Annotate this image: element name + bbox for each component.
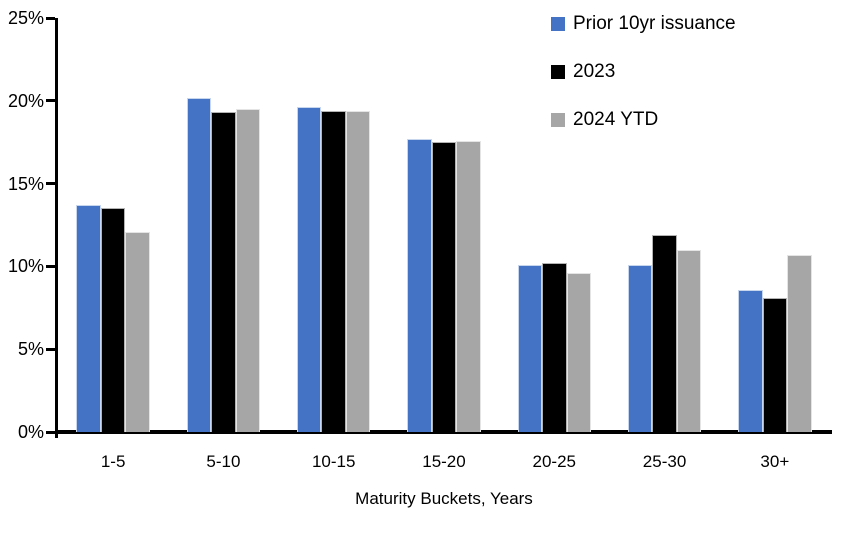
y-axis-line: [55, 18, 58, 438]
x-axis-line: [55, 430, 832, 434]
bar-2023-15-20: [431, 142, 457, 432]
bar-2024-ytd-5-10: [235, 109, 261, 432]
bar-2024-ytd-20-25: [566, 273, 592, 432]
bar-2024-ytd-1-5: [125, 231, 150, 432]
y-tick-mark: [46, 347, 55, 351]
bar-group-5-10: [168, 18, 278, 432]
bar-group-1-5: [58, 18, 168, 432]
bars-container: [58, 18, 830, 432]
legend-swatch-icon: [551, 112, 565, 127]
y-tick-label: 20%: [7, 90, 44, 111]
legend-item-prior-10yr-issuance: Prior 10yr issuance: [551, 12, 736, 35]
bar-2024-ytd-15-20: [456, 140, 481, 432]
x-axis-title: Maturity Buckets, Years: [355, 489, 533, 508]
bar-prior-10yr-issuance-15-20: [407, 138, 432, 432]
y-tick-mark: [46, 264, 55, 268]
bar-group-25-30: [609, 18, 719, 432]
bar-prior-10yr-issuance-10-15: [296, 107, 322, 432]
bar-2023-25-30: [652, 234, 677, 432]
legend-item-2023: 2023: [551, 60, 736, 83]
bar-2024-ytd-25-30: [676, 249, 702, 432]
bar-prior-10yr-issuance-25-30: [627, 264, 653, 432]
legend-label: 2023: [573, 60, 616, 82]
y-axis-labels: 0% 5% 10% 15% 20% 25%: [0, 9, 44, 441]
x-tick-label: 5-10: [206, 452, 241, 471]
legend-label: Prior 10yr issuance: [573, 12, 736, 34]
bar-prior-10yr-issuance-1-5: [76, 205, 101, 432]
bar-2024-ytd-30: [787, 254, 812, 432]
bar-2024-ytd-10-15: [345, 110, 371, 432]
y-tick-label: 0%: [17, 422, 44, 442]
legend-label: 2024 YTD: [573, 108, 659, 130]
legend-swatch-icon: [551, 64, 565, 79]
bar-2023-30: [762, 297, 788, 432]
bar-prior-10yr-issuance-20-25: [517, 264, 543, 432]
bar-group-15-20: [389, 18, 499, 432]
bar-2023-5-10: [211, 112, 236, 432]
bar-group-30: [720, 18, 830, 432]
x-tick-label: 1-5: [100, 452, 126, 471]
x-tick-label: 15-20: [422, 452, 466, 471]
bar-2023-20-25: [542, 263, 567, 432]
bar-group-20-25: [499, 18, 609, 432]
y-tick-label: 25%: [7, 8, 44, 28]
legend: Prior 10yr issuance 2023 2024 YTD: [551, 12, 736, 156]
x-tick-label: 25-30: [642, 452, 687, 471]
y-tick-label: 10%: [7, 256, 44, 277]
bar-group-10-15: [279, 18, 389, 432]
x-tick-label: 30+: [760, 452, 790, 471]
bar-2023-10-15: [321, 110, 346, 432]
y-tick-mark: [46, 182, 55, 186]
y-tick-label: 15%: [7, 173, 44, 194]
y-tick-mark: [46, 430, 55, 434]
legend-swatch-icon: [551, 16, 565, 31]
x-tick-label: 20-25: [532, 452, 576, 471]
bar-2023-1-5: [100, 208, 126, 432]
bar-prior-10yr-issuance-30: [738, 289, 763, 432]
y-tick-mark: [46, 16, 55, 20]
y-tick-mark: [46, 99, 55, 103]
y-tick-label: 5%: [17, 339, 44, 360]
legend-item-2024-ytd: 2024 YTD: [551, 108, 736, 131]
x-tick-label: 10-15: [311, 452, 356, 471]
plot-area: [46, 16, 832, 438]
x-axis-labels: 1-5 5-10 10-15 15-20 20-25 25-30 30+: [58, 452, 830, 472]
bar-prior-10yr-issuance-5-10: [186, 97, 212, 432]
